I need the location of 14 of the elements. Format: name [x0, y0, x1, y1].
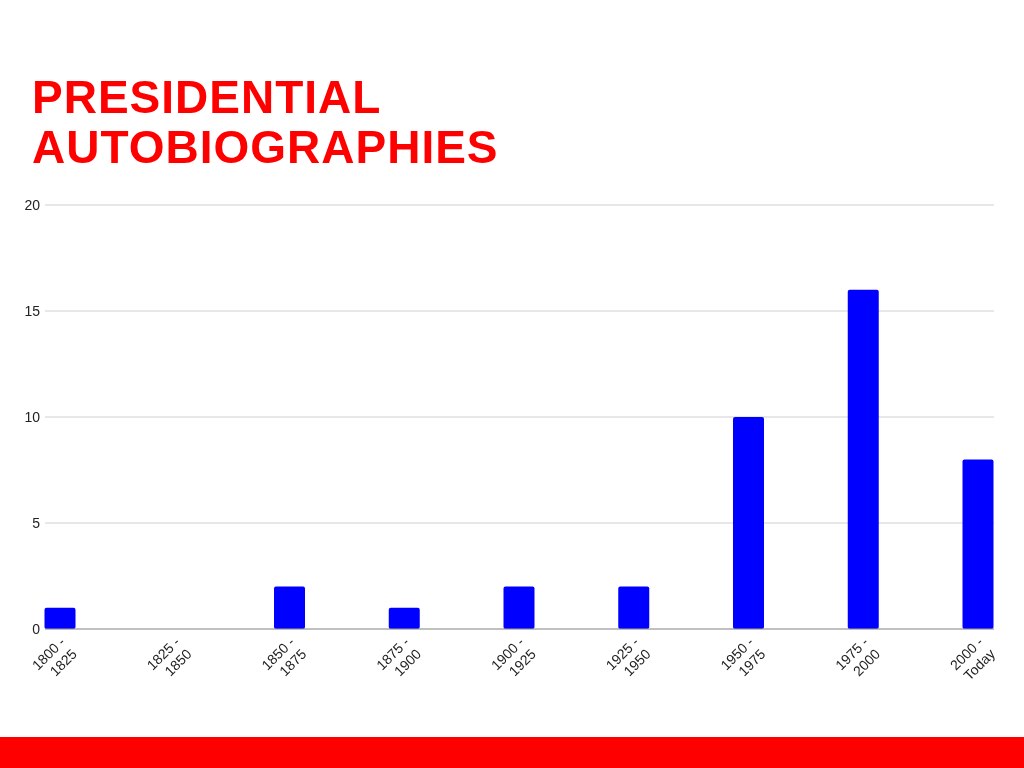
chart-title: PRESIDENTIAL AUTOBIOGRAPHIES — [32, 71, 499, 173]
bar — [618, 586, 650, 629]
y-tick-label: 0 — [32, 620, 41, 637]
y-tick-label: 5 — [32, 514, 41, 531]
bar — [733, 417, 764, 629]
bar — [274, 586, 305, 629]
bar — [44, 607, 76, 629]
bar — [962, 459, 994, 629]
y-tick-label: 10 — [24, 408, 41, 425]
bar — [847, 289, 879, 629]
y-tick-label: 20 — [24, 196, 41, 213]
bar — [388, 607, 420, 629]
bar — [503, 586, 535, 629]
y-tick-label: 15 — [24, 302, 41, 319]
